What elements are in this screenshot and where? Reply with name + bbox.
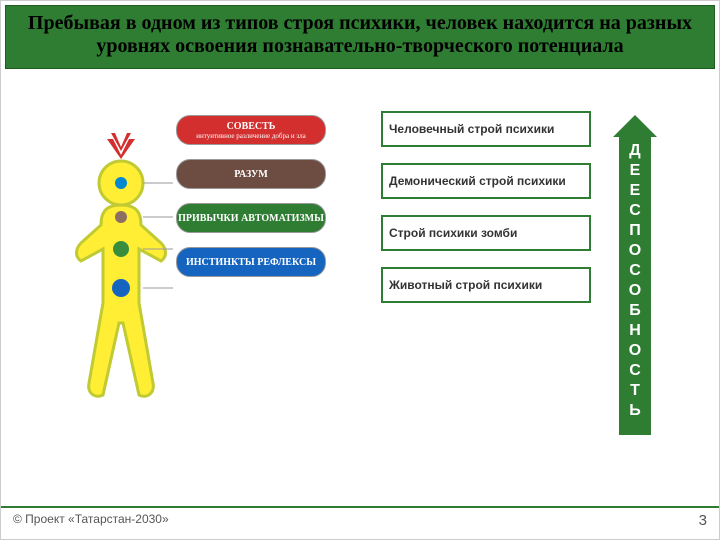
content-area: СОВЕСТЬинтуитивное различение добра и зл… [1,73,719,493]
header-text: Пребывая в одном из типов строя психики,… [16,12,704,58]
arrow-letter: О [629,341,641,361]
psyche-box-0: Человечный строй психики [381,111,591,147]
arrow-letter: Т [630,381,640,401]
human-figure [61,133,181,418]
psyche-box-2: Строй психики зомби [381,215,591,251]
capability-arrow: ДЕЕСПОСОБНОСТЬ [613,115,657,435]
pill-label: СОВЕСТЬ [227,121,276,132]
pill-3: ИНСТИНКТЫ РЕФЛЕКСЫ [176,247,326,277]
pill-label: РАЗУМ [234,169,268,180]
arrow-letter: С [629,361,641,381]
arrow-letter: О [629,281,641,301]
psyche-boxes: Человечный строй психики Демонический стр… [381,111,591,319]
arrow-letter: О [629,241,641,261]
arrow-letter: С [629,201,641,221]
pill-0: СОВЕСТЬинтуитивное различение добра и зл… [176,115,326,145]
psyche-box-3: Животный строй психики [381,267,591,303]
pill-label: ИНСТИНКТЫ РЕФЛЕКСЫ [186,257,316,268]
arrow-letter: П [629,221,641,241]
arrow-letter: Ь [629,401,641,421]
pill-sub: интуитивное различение добра и зла [196,132,305,140]
arrow-letter: Д [629,141,640,161]
arrow-letter: Е [630,181,641,201]
arrow-letter: С [629,261,641,281]
level-pills: СОВЕСТЬинтуитивное различение добра и зл… [176,115,326,291]
page-number: 3 [699,512,707,529]
arrow-body: ДЕЕСПОСОБНОСТЬ [619,137,651,435]
pill-label: ПРИВЫЧКИ АВТОМАТИЗМЫ [178,213,324,224]
slide-header: Пребывая в одном из типов строя психики,… [5,5,715,69]
footer-left: © Проект «Татарстан-2030» [13,512,169,529]
arrow-letter: Н [629,321,641,341]
pill-2: ПРИВЫЧКИ АВТОМАТИЗМЫ [176,203,326,233]
arrow-letter: Б [629,301,641,321]
arrow-letter: Е [630,161,641,181]
arrow-head-icon [613,115,657,137]
psyche-box-1: Демонический строй психики [381,163,591,199]
footer: © Проект «Татарстан-2030» 3 [1,506,719,533]
pill-1: РАЗУМ [176,159,326,189]
